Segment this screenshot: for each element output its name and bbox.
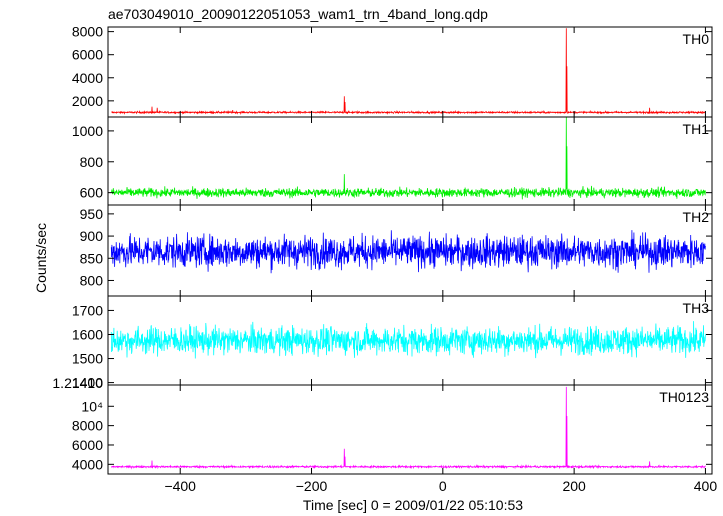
y-tick-label: 1700 bbox=[72, 302, 103, 318]
series-line-th2 bbox=[110, 230, 706, 274]
panel-th0123: 4000 6000 8000 10⁴ 1.21410 TH0123 bbox=[52, 375, 713, 475]
series-line-th0 bbox=[111, 28, 706, 115]
y-tick-label: 950 bbox=[80, 206, 104, 222]
x-tick-label: 400 bbox=[694, 478, 718, 494]
y-tick-label: 850 bbox=[80, 250, 104, 266]
y-tick-label: 1000 bbox=[72, 123, 103, 139]
x-axis-ticks: −400 −200 0 200 400 bbox=[164, 478, 717, 494]
panel-frame bbox=[107, 26, 713, 118]
x-axis-title: Time [sec] 0 = 2009/01/22 05:10:53 bbox=[303, 497, 523, 513]
y-tick-label: 900 bbox=[80, 228, 104, 244]
x-tick-label: −200 bbox=[296, 478, 328, 494]
series-line-th3 bbox=[110, 321, 706, 359]
x-tick-label: 200 bbox=[562, 478, 586, 494]
panel-th3: 1400 1500 1600 1700 TH3 bbox=[72, 295, 713, 391]
y-tick-label: 600 bbox=[80, 185, 104, 201]
y-tick-label: 8000 bbox=[72, 418, 103, 434]
y-tick-label-extra: 1.21410 bbox=[52, 375, 103, 391]
y-tick-label: 1400 bbox=[72, 375, 103, 391]
y-tick-label: 1600 bbox=[72, 326, 103, 342]
y-tick-label: 800 bbox=[80, 154, 104, 170]
y-tick-label: 1500 bbox=[72, 351, 103, 367]
panel-th1: 600 800 1000 TH1 bbox=[72, 116, 713, 206]
x-tick-label: −400 bbox=[164, 478, 196, 494]
panel-label: TH0123 bbox=[659, 389, 709, 405]
panel-th0: 2000 4000 6000 8000 TH0 bbox=[72, 24, 713, 118]
chart-title: ae703049010_20090122051053_wam1_trn_4ban… bbox=[108, 6, 488, 22]
series-line-th1 bbox=[110, 116, 706, 200]
panels-group: 2000 4000 6000 8000 TH0 600 800 1000 TH1 800 850 90… bbox=[52, 24, 713, 475]
y-tick-label: 6000 bbox=[72, 47, 103, 63]
panel-frame bbox=[107, 384, 713, 475]
y-axis-title: Counts/sec bbox=[33, 223, 49, 293]
panel-th2: 800 850 900 950 TH2 bbox=[80, 204, 713, 297]
series-line-th0123 bbox=[111, 386, 706, 470]
panel-label: TH3 bbox=[683, 300, 710, 316]
x-tick-label: 0 bbox=[439, 478, 447, 494]
y-tick-label: 10⁴ bbox=[81, 398, 103, 414]
y-tick-label: 4000 bbox=[72, 70, 103, 86]
y-tick-label: 8000 bbox=[72, 24, 103, 40]
panel-label: TH2 bbox=[683, 209, 710, 225]
panel-label: TH0 bbox=[683, 31, 710, 47]
y-tick-label: 800 bbox=[80, 272, 104, 288]
y-tick-label: 4000 bbox=[72, 456, 103, 472]
y-tick-label: 6000 bbox=[72, 437, 103, 453]
y-tick-label: 2000 bbox=[72, 93, 103, 109]
panel-label: TH1 bbox=[683, 121, 710, 137]
